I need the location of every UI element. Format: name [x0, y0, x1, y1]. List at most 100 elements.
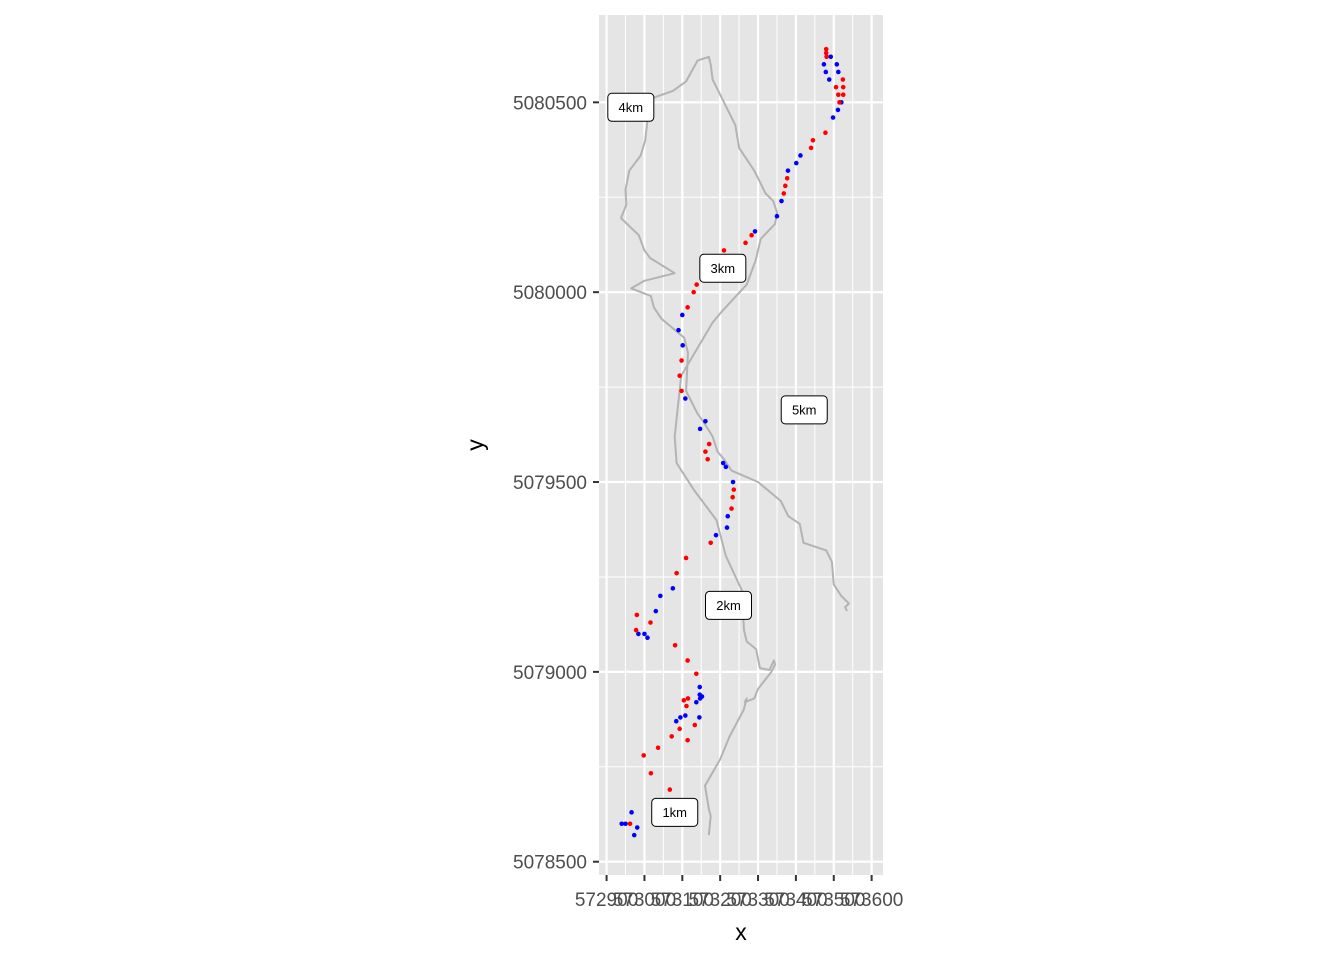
track-point — [840, 84, 846, 90]
track-point — [674, 570, 679, 576]
y-tick-label: 5080500 — [513, 93, 587, 114]
track-point — [678, 715, 683, 720]
x-tick-label: 573200 — [688, 890, 751, 911]
track-point — [680, 343, 685, 348]
track-point — [821, 62, 827, 67]
km-label: 3km — [699, 253, 747, 283]
track-point — [823, 50, 829, 56]
track-point — [824, 54, 829, 60]
track-point — [823, 69, 829, 75]
km-label-box — [705, 590, 753, 620]
track-point — [836, 69, 841, 75]
y-axis-title: y — [462, 439, 488, 451]
x-tick-label: 573600 — [840, 890, 903, 911]
track-point — [685, 305, 690, 310]
track-point — [685, 737, 690, 743]
km-label-text: 1km — [662, 805, 687, 820]
x-tick-label: 573300 — [726, 890, 789, 911]
km-label-box — [651, 797, 699, 827]
track-point — [667, 787, 673, 792]
track-point — [840, 77, 846, 82]
track-point — [730, 479, 736, 485]
track-point — [725, 513, 731, 519]
x-axis-title: x — [735, 919, 747, 945]
track-point — [703, 449, 708, 454]
track-point — [706, 441, 712, 447]
track-point — [823, 46, 829, 52]
track-point — [708, 540, 714, 546]
track-point — [685, 696, 691, 701]
track-point — [634, 825, 640, 830]
km-label-box — [780, 395, 828, 425]
track-point — [679, 358, 684, 363]
km-label-text: 5km — [792, 402, 817, 417]
track-point — [729, 506, 734, 511]
track-point — [619, 821, 625, 827]
track-line — [620, 55, 850, 836]
km-label: 1km — [651, 797, 699, 827]
track-point — [694, 699, 699, 705]
plot-panel — [599, 15, 883, 875]
x-tick-label: 573400 — [764, 890, 827, 911]
track-point — [713, 532, 719, 538]
track-point — [679, 388, 684, 394]
track-point — [810, 137, 816, 143]
track-point — [781, 191, 787, 196]
x-tick-label: 573100 — [651, 890, 714, 911]
track-point — [645, 635, 650, 640]
track-point — [683, 713, 688, 718]
track-point — [743, 240, 748, 246]
track-point — [670, 586, 676, 591]
axes: 5729005730005731005732005733005734005735… — [513, 93, 903, 911]
track-point — [697, 715, 702, 720]
track-point — [681, 698, 687, 703]
track-point — [834, 62, 840, 67]
track-point — [840, 92, 846, 98]
km-label: 5km — [780, 395, 828, 425]
track-point — [673, 718, 679, 724]
track-point — [623, 821, 628, 827]
km-label-box — [607, 92, 655, 122]
track-point — [683, 396, 688, 401]
track-point — [694, 671, 699, 677]
track-point — [720, 460, 726, 466]
track-point — [677, 373, 682, 379]
track-point — [749, 232, 754, 238]
track-point — [648, 620, 653, 625]
track-point — [648, 770, 654, 776]
track-point — [697, 426, 703, 432]
track-point — [691, 289, 696, 295]
track-point — [774, 213, 780, 219]
track-point — [793, 160, 799, 166]
track-point — [694, 282, 699, 287]
km-label: 2km — [705, 590, 753, 620]
track-point — [658, 593, 663, 599]
track-point — [784, 175, 790, 181]
track-point — [653, 608, 659, 614]
track-point — [684, 703, 689, 709]
y-tick-label: 5079000 — [513, 663, 587, 684]
km-label: 4km — [607, 92, 655, 122]
track-point — [785, 168, 791, 173]
track-point — [705, 456, 710, 462]
track-point — [629, 810, 634, 815]
track-point — [833, 84, 839, 90]
track-point — [837, 100, 842, 105]
track-point — [636, 631, 641, 637]
track-point — [685, 658, 690, 663]
track-point — [836, 92, 841, 98]
track-point — [830, 115, 836, 120]
track-point — [828, 54, 834, 60]
km-label-text: 2km — [716, 598, 741, 613]
distance-labels: 1km 2km 3km 4km 5km — [607, 92, 828, 827]
track-point — [641, 753, 646, 758]
y-tick-label: 5080000 — [513, 283, 587, 304]
track-point — [731, 487, 737, 492]
track-point — [642, 631, 647, 637]
track-point — [633, 627, 639, 633]
km-label-box — [699, 253, 747, 283]
track-point — [779, 198, 784, 204]
track-point — [669, 734, 675, 739]
track-point — [677, 726, 682, 732]
x-tick-label: 573000 — [613, 890, 676, 911]
